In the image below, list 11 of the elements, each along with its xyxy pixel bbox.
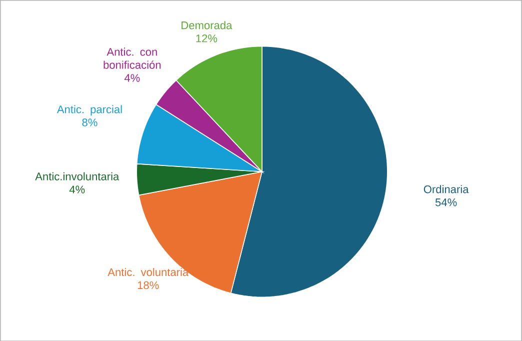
data-label: 4% — [124, 74, 140, 82]
data-label: 18% — [138, 281, 159, 289]
slice-label: Antic.involuntaria — [35, 172, 120, 180]
slice-label: Antic. parcial — [56, 104, 122, 116]
slice-label: Antic. con bonificación — [104, 47, 161, 69]
slice-label: Ordinaria — [424, 184, 469, 193]
data-label: 8% — [82, 118, 98, 126]
data-label: 4% — [69, 185, 85, 194]
data-label: 54% — [435, 198, 457, 206]
data-label: 12% — [196, 34, 218, 42]
slice-label: Demorada — [182, 20, 232, 30]
